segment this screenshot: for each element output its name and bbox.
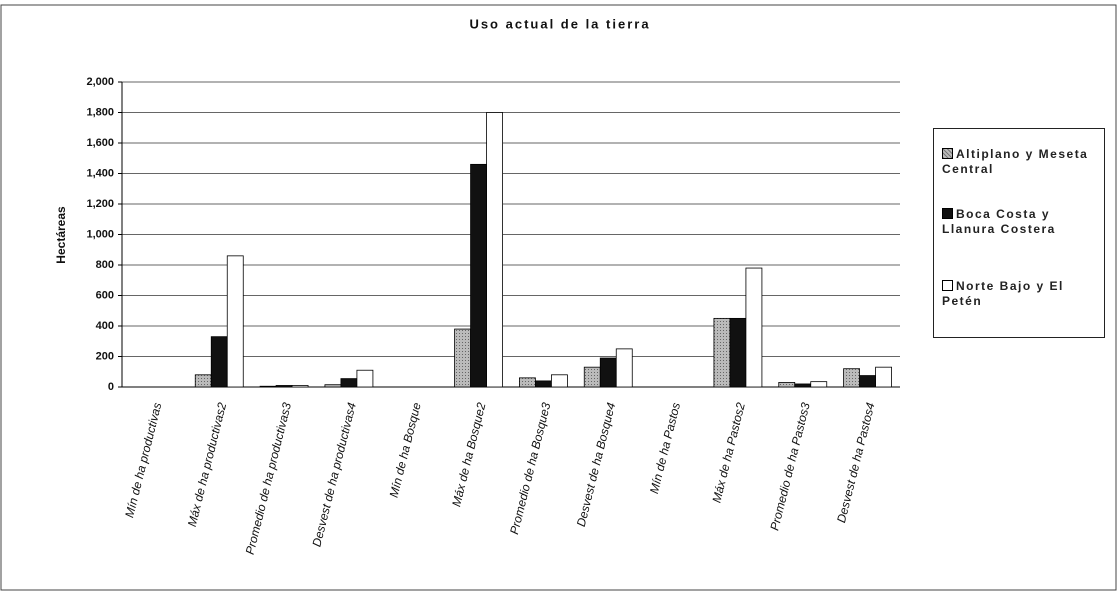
- bar: [843, 368, 860, 388]
- bar: [356, 369, 374, 388]
- legend-entry: Boca Costa y Llanura Costera: [942, 207, 1102, 237]
- x-tick-label: Desvest de ha Bosque4: [574, 401, 618, 528]
- bar: [226, 255, 244, 388]
- y-tick-label: 1,600: [86, 137, 114, 149]
- x-tick-label: Promedio de ha Bosque3: [507, 401, 553, 536]
- bar: [615, 348, 633, 388]
- bar: [713, 317, 731, 388]
- legend-label: Altiplano y Meseta Central: [942, 147, 1089, 176]
- bar: [470, 163, 487, 388]
- y-tick-label: 400: [96, 320, 114, 332]
- x-tick-label: Desvest de ha productivas4: [309, 401, 358, 548]
- bar: [275, 385, 293, 388]
- bar: [454, 328, 471, 388]
- bar: [794, 383, 812, 388]
- bar: [291, 385, 309, 388]
- bar: [519, 377, 536, 388]
- bar: [810, 381, 828, 388]
- bar: [745, 267, 763, 388]
- y-axis-label: Hectáreas: [54, 206, 68, 264]
- legend-entry: Norte Bajo y El Petén: [942, 279, 1102, 309]
- bar: [778, 382, 796, 388]
- legend-entry: Altiplano y Meseta Central: [942, 147, 1102, 177]
- x-tick-label: Mín de ha productivas: [122, 401, 164, 519]
- bar: [210, 336, 228, 388]
- legend: Altiplano y Meseta Central Boca Costa y L…: [933, 128, 1105, 338]
- legend-swatch: [942, 148, 953, 159]
- legend-swatch: [942, 208, 953, 219]
- y-tick-label: 2,000: [86, 76, 114, 88]
- x-tick-label: Máx de ha productivas2: [185, 401, 229, 528]
- bar: [599, 357, 617, 388]
- x-tick-label: Promedio de ha Pastos3: [767, 401, 812, 532]
- y-tick-label: 1,200: [86, 198, 114, 210]
- bar: [859, 375, 876, 388]
- y-tick-label: 1,000: [86, 228, 114, 240]
- y-tick-label: 0: [108, 381, 114, 393]
- x-tick-label: Desvest de ha Pastos4: [834, 401, 878, 524]
- chart-border: [0, 4, 1117, 591]
- legend-label: Boca Costa y Llanura Costera: [942, 207, 1056, 236]
- y-tick-label: 800: [96, 259, 114, 271]
- y-tick-label: 200: [96, 350, 114, 362]
- legend-swatch: [942, 280, 953, 291]
- bar: [486, 112, 503, 388]
- bar: [324, 384, 342, 388]
- y-tick-label: 1,800: [86, 106, 114, 118]
- bar: [875, 366, 892, 388]
- legend-label: Norte Bajo y El Petén: [942, 279, 1064, 308]
- bar: [259, 385, 277, 388]
- x-tick-label: Mín de ha Pastos: [647, 401, 683, 495]
- x-tick-label: Máx de ha Pastos2: [709, 401, 748, 504]
- bar: [194, 374, 212, 388]
- bar: [551, 374, 568, 388]
- bar: [583, 366, 601, 388]
- x-tick-label: Mín de ha Bosque: [387, 401, 424, 499]
- x-tick-label: Promedio de ha productivas3: [243, 401, 294, 556]
- bar: [729, 317, 747, 388]
- y-tick-label: 600: [96, 289, 114, 301]
- y-tick-label: 1,400: [86, 167, 114, 179]
- bar: [340, 378, 358, 388]
- chart-title: Uso actual de la tierra: [469, 16, 650, 31]
- x-tick-label: Máx de ha Bosque2: [449, 401, 488, 508]
- bar: [535, 380, 552, 388]
